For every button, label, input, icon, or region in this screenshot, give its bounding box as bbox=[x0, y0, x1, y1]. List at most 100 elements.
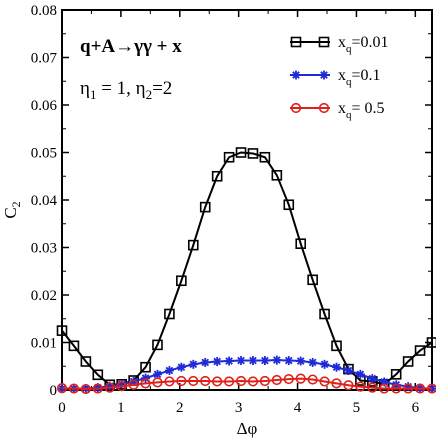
eta-annotation: η1 = 1, η2=2 bbox=[80, 78, 172, 102]
data-point bbox=[308, 357, 318, 367]
data-point bbox=[212, 357, 222, 366]
data-point bbox=[283, 199, 295, 211]
x-tick-label: 0 bbox=[58, 400, 66, 416]
data-point bbox=[104, 382, 115, 393]
data-point bbox=[367, 374, 377, 384]
data-point bbox=[248, 356, 258, 366]
data-point bbox=[176, 275, 187, 287]
data-point bbox=[140, 378, 151, 389]
legend-marker bbox=[290, 36, 302, 48]
data-point bbox=[164, 376, 175, 387]
data-point bbox=[259, 375, 271, 387]
data-point bbox=[92, 369, 104, 381]
x-axis-label: Δφ bbox=[237, 419, 258, 438]
legend: xq=0.01 xq=0.1 xq= 0.5 bbox=[290, 34, 389, 121]
data-point bbox=[140, 361, 151, 373]
y-tick-label: 0.01 bbox=[31, 336, 57, 352]
data-point bbox=[152, 369, 162, 379]
data-point bbox=[426, 337, 436, 348]
x-tick-label: 5 bbox=[353, 400, 361, 416]
data-point bbox=[284, 356, 294, 366]
data-point bbox=[199, 201, 211, 213]
y-tick-label: 0.07 bbox=[31, 51, 58, 67]
data-point bbox=[200, 375, 211, 387]
data-point bbox=[355, 369, 365, 379]
y-tick-label: 0 bbox=[50, 383, 58, 399]
y-tick-label: 0.02 bbox=[31, 288, 57, 304]
data-point bbox=[247, 148, 259, 159]
data-point bbox=[152, 339, 163, 351]
x-tick-label: 2 bbox=[176, 400, 184, 416]
legend-marker bbox=[291, 70, 301, 80]
series-layer bbox=[56, 147, 436, 395]
x-tick-label: 3 bbox=[235, 400, 243, 416]
data-point bbox=[56, 383, 68, 394]
data-point bbox=[414, 345, 426, 356]
legend-item-3: xq= 0.5 bbox=[290, 100, 385, 121]
data-point bbox=[307, 274, 318, 286]
data-point bbox=[402, 356, 414, 367]
data-point bbox=[164, 308, 175, 320]
legend-item-2: xq=0.1 bbox=[290, 67, 381, 88]
data-point bbox=[271, 170, 283, 181]
data-point bbox=[224, 356, 234, 366]
x-tick-label: 1 bbox=[117, 400, 125, 416]
data-point bbox=[390, 369, 402, 380]
data-point bbox=[271, 374, 282, 386]
y-tick-label: 0.04 bbox=[31, 193, 58, 209]
data-point bbox=[367, 382, 378, 393]
data-point bbox=[414, 383, 426, 394]
data-point bbox=[80, 356, 92, 367]
y-axis-label: C2 bbox=[1, 201, 23, 218]
data-point bbox=[343, 366, 353, 376]
data-point bbox=[236, 356, 246, 366]
series-3 bbox=[56, 373, 436, 395]
data-point bbox=[164, 366, 174, 376]
data-point bbox=[187, 239, 199, 251]
data-point bbox=[319, 308, 330, 320]
axis-ticks: 0 1 2 3 4 5 6 0 0.01 0.02 0.03 0.04 0.05 0.06 0.07 0.08 bbox=[31, 3, 432, 416]
data-point bbox=[332, 362, 342, 372]
y-tick-label: 0.05 bbox=[31, 146, 57, 162]
data-point bbox=[223, 376, 235, 387]
data-point bbox=[247, 376, 259, 387]
data-point bbox=[188, 375, 199, 387]
data-point bbox=[235, 147, 247, 158]
y-tick-label: 0.06 bbox=[31, 98, 58, 114]
data-point bbox=[176, 362, 186, 372]
data-point bbox=[260, 356, 270, 366]
data-point bbox=[343, 380, 354, 391]
data-point bbox=[223, 151, 235, 163]
data-point bbox=[259, 151, 271, 163]
data-point bbox=[283, 373, 294, 385]
data-point bbox=[188, 359, 198, 369]
legend-label: xq= 0.5 bbox=[338, 100, 385, 121]
x-tick-label: 4 bbox=[294, 400, 302, 416]
legend-marker bbox=[318, 102, 330, 114]
data-point bbox=[295, 373, 306, 384]
y-axis-label-main: C bbox=[1, 207, 20, 218]
data-point bbox=[92, 383, 103, 394]
data-point bbox=[272, 355, 282, 365]
data-point bbox=[200, 357, 210, 367]
data-point bbox=[211, 170, 223, 182]
legend-item-1: xq=0.01 bbox=[290, 34, 389, 55]
data-point bbox=[152, 377, 163, 388]
data-point bbox=[331, 378, 342, 389]
data-point bbox=[391, 383, 402, 394]
data-point bbox=[296, 356, 306, 366]
data-point bbox=[235, 375, 247, 387]
data-point bbox=[68, 340, 80, 352]
series-line bbox=[61, 151, 433, 386]
data-point bbox=[116, 381, 127, 392]
process-annotation: q+A→γγ + x bbox=[80, 36, 182, 57]
data-point bbox=[128, 379, 139, 390]
svg-text:C2: C2 bbox=[1, 201, 23, 218]
data-point bbox=[295, 238, 307, 249]
data-point bbox=[319, 376, 330, 387]
data-point bbox=[176, 375, 187, 387]
y-tick-label: 0.03 bbox=[31, 241, 57, 257]
legend-marker bbox=[319, 70, 329, 80]
legend-marker bbox=[318, 36, 330, 48]
